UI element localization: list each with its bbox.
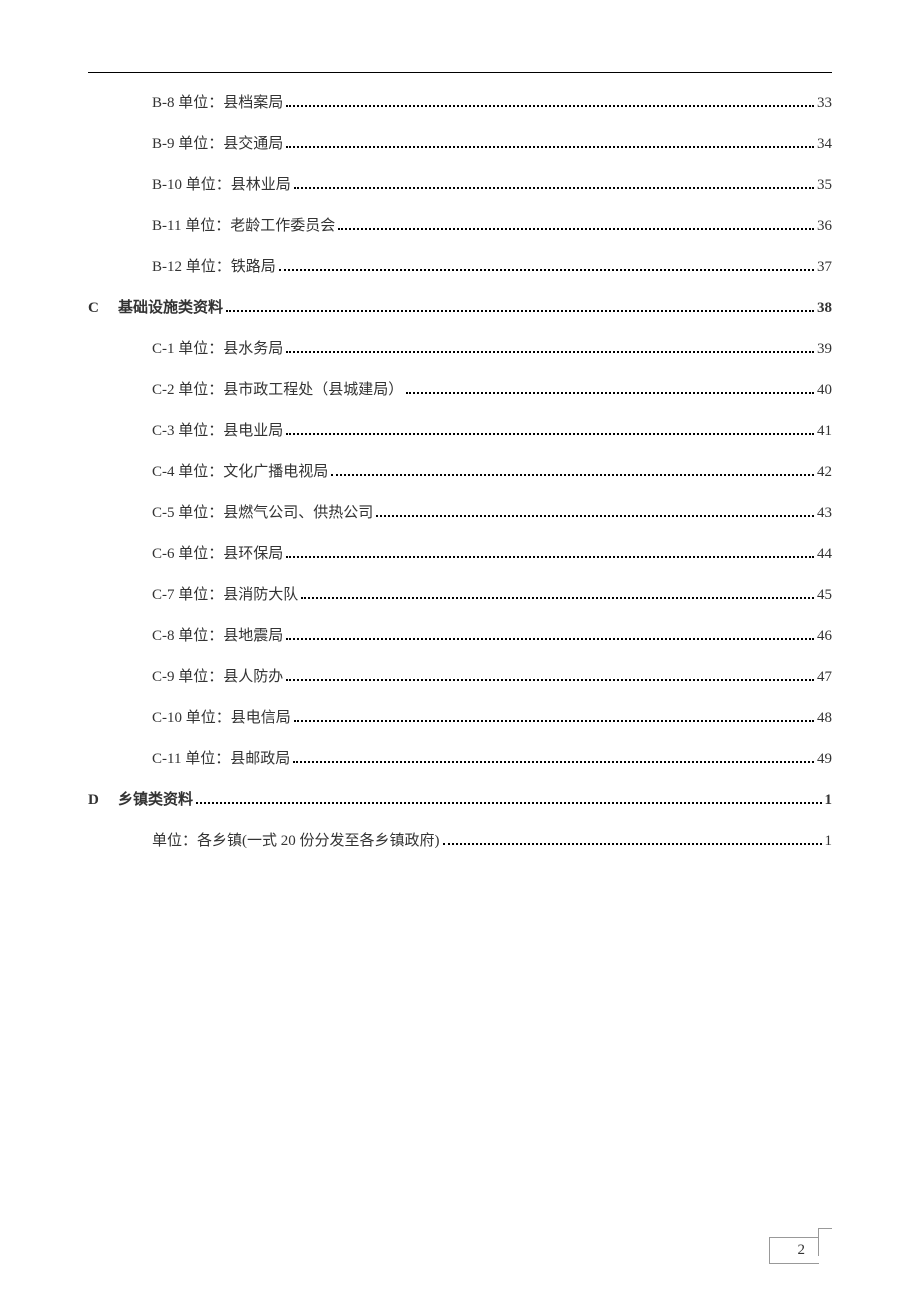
toc-page-number: 48 <box>817 708 832 729</box>
dot-leader <box>279 269 814 271</box>
toc-page-number: 44 <box>817 544 832 565</box>
toc-page-number: 49 <box>817 749 832 770</box>
toc-label: C-1 单位：县水务局 <box>152 339 283 360</box>
toc-label: C-7 单位：县消防大队 <box>152 585 298 606</box>
toc-page-number: 36 <box>817 216 832 237</box>
toc-page-number: 37 <box>817 257 832 278</box>
dot-leader <box>301 597 814 599</box>
dot-leader <box>286 146 814 148</box>
toc-label: C-5 单位：县燃气公司、供热公司 <box>152 503 373 524</box>
toc-entry: C-3 单位：县电业局 41 <box>152 421 832 442</box>
toc-section: C 基础设施类资料 38 <box>88 298 832 319</box>
toc-label: B-12 单位：铁路局 <box>152 257 276 278</box>
dot-leader <box>286 679 814 681</box>
toc-entry: C-4 单位：文化广播电视局 42 <box>152 462 832 483</box>
dot-leader <box>226 310 814 312</box>
toc-label: C-4 单位：文化广播电视局 <box>152 462 328 483</box>
toc-label: B-9 单位：县交通局 <box>152 134 283 155</box>
toc-entry: C-8 单位：县地震局 46 <box>152 626 832 647</box>
toc-page-number: 40 <box>817 380 832 401</box>
dot-leader <box>293 761 814 763</box>
toc-entry: B-10 单位：县林业局 35 <box>152 175 832 196</box>
dot-leader <box>286 105 814 107</box>
toc-container: B-8 单位：县档案局 33 B-9 单位：县交通局 34 B-10 单位：县林… <box>88 93 832 852</box>
dot-leader <box>286 638 814 640</box>
toc-entry: C-2 单位：县市政工程处（县城建局） 40 <box>152 380 832 401</box>
toc-entry: C-11 单位：县邮政局 49 <box>152 749 832 770</box>
toc-label: C-8 单位：县地震局 <box>152 626 283 647</box>
dot-leader <box>443 843 822 845</box>
toc-entry: C-9 单位：县人防办 47 <box>152 667 832 688</box>
toc-label: B-10 单位：县林业局 <box>152 175 291 196</box>
toc-label: B-11 单位：老龄工作委员会 <box>152 216 335 237</box>
toc-label: 单位：各乡镇(一式 20 份分发至各乡镇政府) <box>152 831 440 852</box>
toc-label: 乡镇类资料 <box>118 790 193 811</box>
toc-label: B-8 单位：县档案局 <box>152 93 283 114</box>
dot-leader <box>286 556 814 558</box>
toc-label: C-6 单位：县环保局 <box>152 544 283 565</box>
toc-entry: B-11 单位：老龄工作委员会 36 <box>152 216 832 237</box>
toc-page-number: 41 <box>817 421 832 442</box>
toc-entry: C-1 单位：县水务局 39 <box>152 339 832 360</box>
toc-entry: C-7 单位：县消防大队 45 <box>152 585 832 606</box>
toc-entry: C-10 单位：县电信局 48 <box>152 708 832 729</box>
section-marker: D <box>88 790 104 811</box>
toc-entry: B-9 单位：县交通局 34 <box>152 134 832 155</box>
toc-page-number: 35 <box>817 175 832 196</box>
toc-page-number: 1 <box>825 790 833 811</box>
toc-entry: B-8 单位：县档案局 33 <box>152 93 832 114</box>
toc-page-number: 1 <box>825 831 833 852</box>
dot-leader <box>196 802 821 804</box>
toc-page-number: 34 <box>817 134 832 155</box>
footer-decoration <box>818 1228 832 1256</box>
toc-section: D 乡镇类资料 1 <box>88 790 832 811</box>
dot-leader <box>331 474 814 476</box>
page-footer: 2 <box>769 1236 833 1264</box>
section-marker: C <box>88 298 104 319</box>
header-rule <box>88 72 832 73</box>
toc-page-number: 39 <box>817 339 832 360</box>
toc-label: C-3 单位：县电业局 <box>152 421 283 442</box>
toc-page-number: 42 <box>817 462 832 483</box>
toc-page-number: 46 <box>817 626 832 647</box>
toc-page-number: 38 <box>817 298 832 319</box>
toc-page-number: 43 <box>817 503 832 524</box>
toc-label: 基础设施类资料 <box>118 298 223 319</box>
page-number: 2 <box>769 1237 820 1264</box>
toc-page-number: 47 <box>817 667 832 688</box>
toc-entry: C-6 单位：县环保局 44 <box>152 544 832 565</box>
dot-leader <box>406 392 814 394</box>
dot-leader <box>376 515 814 517</box>
toc-label: C-9 单位：县人防办 <box>152 667 283 688</box>
toc-page-number: 33 <box>817 93 832 114</box>
dot-leader <box>294 187 814 189</box>
toc-label: C-11 单位：县邮政局 <box>152 749 290 770</box>
toc-page-number: 45 <box>817 585 832 606</box>
toc-entry: 单位：各乡镇(一式 20 份分发至各乡镇政府) 1 <box>152 831 832 852</box>
dot-leader <box>286 433 814 435</box>
dot-leader <box>286 351 814 353</box>
toc-entry: C-5 单位：县燃气公司、供热公司 43 <box>152 503 832 524</box>
dot-leader <box>338 228 814 230</box>
dot-leader <box>294 720 814 722</box>
toc-entry: B-12 单位：铁路局 37 <box>152 257 832 278</box>
document-page: B-8 单位：县档案局 33 B-9 单位：县交通局 34 B-10 单位：县林… <box>0 0 920 1302</box>
toc-label: C-2 单位：县市政工程处（县城建局） <box>152 380 403 401</box>
toc-label: C-10 单位：县电信局 <box>152 708 291 729</box>
